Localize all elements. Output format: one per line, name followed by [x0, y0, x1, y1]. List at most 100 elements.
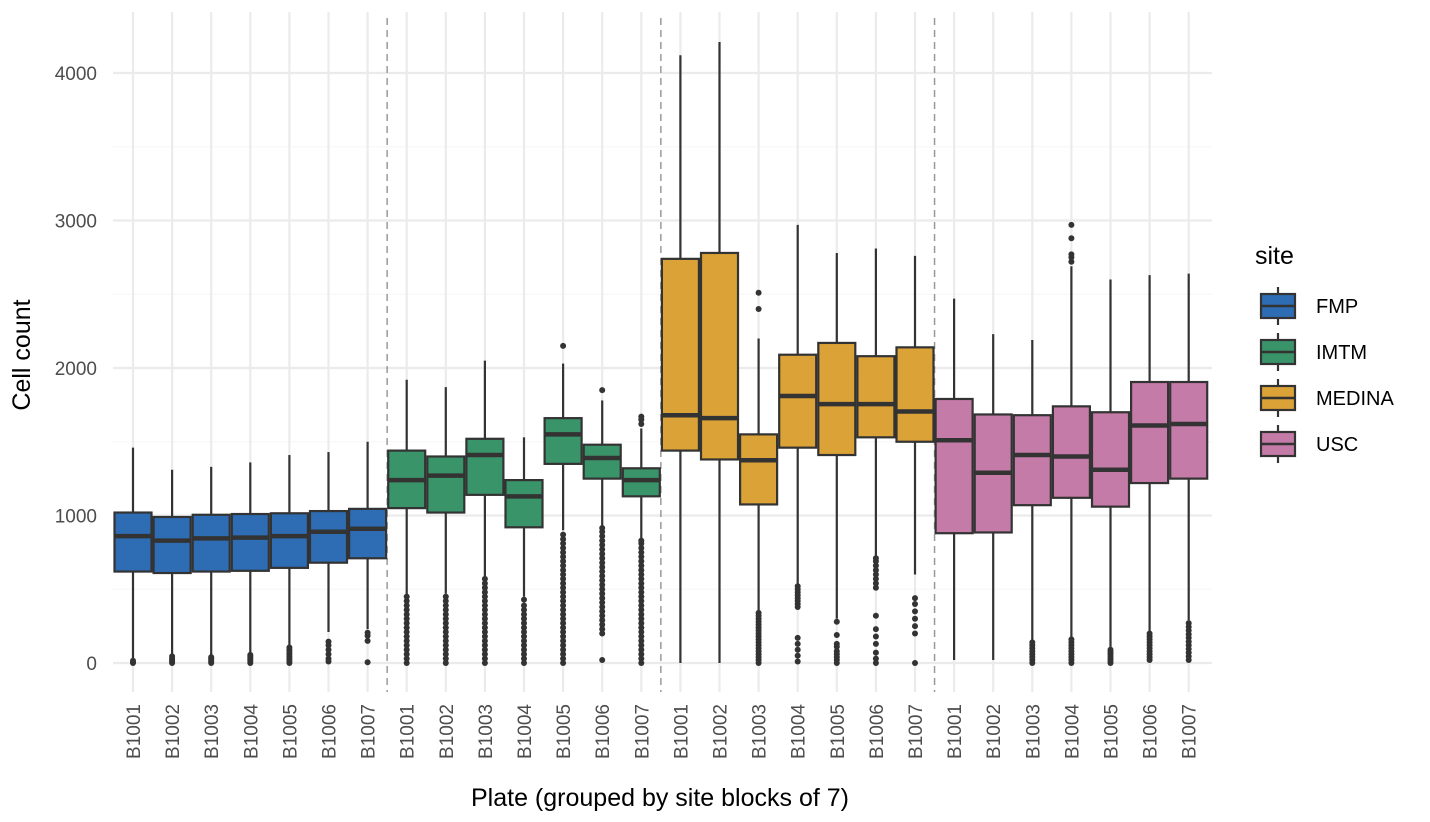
outlier-point	[912, 630, 918, 637]
outlier-point	[442, 611, 449, 618]
outlier-point	[481, 611, 488, 618]
x-tick-label: B1003	[750, 704, 771, 759]
x-tick-label: B1001	[945, 704, 966, 759]
outlier-point	[1029, 639, 1036, 646]
outlier-point	[364, 629, 371, 636]
outlier-point	[833, 648, 840, 655]
outlier-point	[912, 623, 918, 630]
outlier-point	[442, 615, 449, 622]
outlier-point	[599, 577, 606, 584]
outlier-point	[1146, 630, 1153, 637]
box-usc-b1006	[1129, 275, 1170, 664]
outlier-point	[560, 598, 567, 605]
outlier-point	[403, 660, 410, 666]
outlier-point	[403, 637, 410, 644]
outlier-point	[442, 651, 449, 658]
x-tick-label: B1001	[124, 704, 145, 759]
outlier-point	[638, 558, 645, 565]
iqr-box	[308, 509, 349, 564]
x-tick-label: B1006	[1141, 704, 1162, 759]
outlier-point	[560, 611, 567, 618]
series-medina	[660, 42, 935, 666]
outlier-point	[1068, 221, 1075, 228]
outlier-point	[481, 624, 488, 631]
legend-label: MEDINA	[1316, 388, 1394, 410]
outlier-point	[638, 615, 645, 622]
box-imtm-b1004	[504, 437, 544, 666]
iqr-box	[1169, 380, 1209, 480]
legend-item-imtm: IMTM	[1259, 333, 1367, 371]
outlier-point	[403, 642, 410, 649]
outlier-point	[403, 646, 410, 653]
outlier-point	[638, 589, 645, 596]
y-tick-label: 2000	[55, 359, 97, 380]
outlier-point	[442, 629, 449, 636]
outlier-point	[599, 581, 606, 588]
box-usc-b1007	[1169, 273, 1209, 664]
box-imtm-b1005	[543, 342, 583, 666]
iqr-box	[152, 515, 192, 575]
box-fmp-b1004	[230, 462, 270, 666]
outlier-point	[403, 602, 410, 609]
outlier-point	[912, 608, 918, 615]
outlier-point	[638, 655, 645, 662]
iqr-box	[895, 346, 935, 443]
outlier-point	[325, 638, 332, 645]
box-medina-b1002	[699, 42, 740, 663]
series-imtm	[387, 342, 661, 666]
x-tick-label: B1006	[320, 704, 341, 759]
outlier-point	[599, 572, 606, 579]
outlier-point	[599, 586, 606, 593]
outlier-point	[560, 593, 567, 600]
outlier-point	[560, 615, 567, 622]
x-tick-label: B1004	[515, 704, 536, 759]
iqr-box	[1129, 380, 1170, 485]
outlier-point	[325, 646, 332, 653]
box-imtm-b1007	[621, 413, 661, 666]
outlier-point	[481, 629, 488, 636]
outlier-point	[521, 646, 527, 653]
outlier-point	[560, 624, 567, 631]
outlier-point	[912, 660, 918, 666]
outlier-point	[872, 655, 879, 662]
legend-title: site	[1255, 242, 1294, 270]
outlier-point	[599, 537, 606, 544]
outlier-point	[481, 637, 488, 644]
box-usc-b1004	[1051, 221, 1092, 666]
outlier-point	[599, 657, 606, 664]
outlier-point	[481, 655, 488, 662]
outlier-point	[1068, 258, 1075, 265]
y-tick-label: 0	[86, 654, 97, 675]
outlier-point	[755, 306, 762, 312]
outlier-point	[638, 421, 645, 428]
outlier-point	[638, 413, 645, 420]
outlier-point	[560, 660, 567, 666]
outlier-point	[638, 544, 645, 551]
outlier-point	[560, 580, 567, 587]
legend: site FMP IMTM MEDINA USC	[1255, 242, 1394, 463]
outlier-point	[442, 642, 449, 649]
outlier-point	[638, 629, 645, 636]
outlier-point	[638, 624, 645, 631]
outlier-point	[442, 637, 449, 644]
outlier-point	[638, 633, 645, 640]
outlier-point	[755, 289, 762, 296]
outlier-point	[638, 584, 645, 591]
outlier-point	[794, 646, 801, 653]
outlier-point	[912, 615, 918, 622]
iqr-box	[934, 397, 974, 535]
x-tick-label: B1006	[867, 704, 888, 759]
series-fmp	[113, 441, 388, 666]
box-layer	[113, 42, 1209, 666]
box-fmp-b1007	[348, 441, 388, 666]
outlier-point	[599, 599, 606, 606]
outlier-point	[521, 651, 527, 658]
iqr-box	[738, 433, 779, 506]
legend-item-medina: MEDINA	[1259, 379, 1394, 417]
box-medina-b1004	[778, 224, 818, 665]
outlier-point	[599, 630, 606, 637]
outlier-point	[833, 618, 840, 625]
outlier-point	[794, 652, 801, 659]
outlier-point	[560, 342, 567, 349]
